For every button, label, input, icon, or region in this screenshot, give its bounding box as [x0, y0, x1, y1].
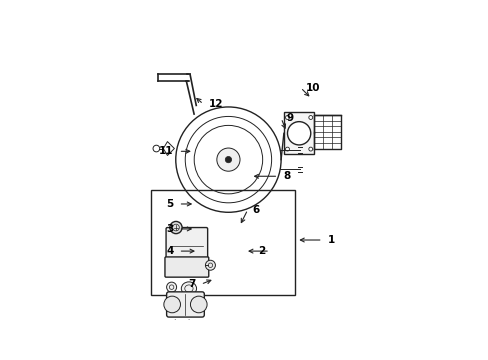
Text: 9: 9 — [285, 113, 293, 123]
Text: 12: 12 — [208, 99, 223, 109]
Circle shape — [285, 116, 289, 120]
Text: 10: 10 — [305, 82, 319, 93]
Text: 6: 6 — [252, 204, 260, 215]
Circle shape — [166, 282, 176, 292]
Circle shape — [285, 147, 289, 151]
Bar — [150, 190, 294, 296]
Text: 4: 4 — [166, 246, 173, 256]
Text: 8: 8 — [283, 171, 290, 181]
Text: 5: 5 — [166, 199, 173, 209]
Wedge shape — [177, 321, 186, 326]
FancyBboxPatch shape — [166, 292, 204, 317]
Circle shape — [205, 260, 215, 270]
Circle shape — [308, 116, 312, 120]
Circle shape — [190, 296, 207, 313]
Text: 1: 1 — [327, 235, 334, 245]
Circle shape — [163, 296, 180, 313]
Circle shape — [216, 148, 240, 171]
Text: 3: 3 — [166, 224, 173, 234]
Text: 2: 2 — [257, 246, 264, 256]
Text: 11: 11 — [159, 146, 173, 156]
FancyBboxPatch shape — [166, 228, 207, 258]
Circle shape — [287, 122, 310, 145]
Text: 7: 7 — [188, 279, 195, 289]
Circle shape — [308, 147, 312, 151]
Bar — [284, 112, 314, 154]
FancyBboxPatch shape — [164, 257, 208, 277]
Circle shape — [225, 157, 231, 163]
Ellipse shape — [181, 282, 196, 295]
Circle shape — [169, 221, 182, 234]
